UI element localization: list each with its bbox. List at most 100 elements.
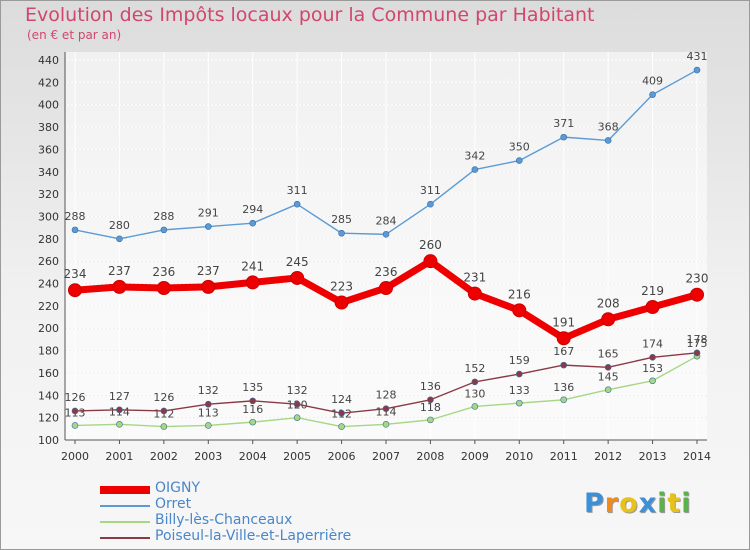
data-point-oigny — [290, 270, 305, 285]
data-point-poiseul-la-ville-et-laperri-re — [515, 370, 523, 378]
legend-label: OIGNY — [155, 480, 201, 496]
legend-label: Orret — [155, 496, 192, 512]
brand-letter: t — [667, 488, 682, 519]
data-point-oigny — [334, 295, 349, 310]
data-point-poiseul-la-ville-et-laperri-re — [427, 396, 434, 404]
chart-subtitle: (en € et par an) — [27, 28, 122, 42]
x-tick-label: 2001 — [105, 450, 133, 463]
data-label-poiseul-la-ville-et-laperri-re: 124 — [331, 393, 352, 406]
data-label-poiseul-la-ville-et-laperri-re: 165 — [598, 347, 619, 360]
x-tick-label: 2010 — [505, 450, 533, 463]
x-tick-label: 2014 — [683, 450, 711, 463]
data-point-poiseul-la-ville-et-laperri-re — [249, 397, 257, 405]
data-label-orret: 280 — [109, 219, 130, 232]
data-point-oigny — [601, 312, 616, 327]
data-label-billy-l-s-chanceaux: 133 — [509, 384, 530, 397]
x-tick-label: 2013 — [639, 450, 667, 463]
data-label-oigny: 219 — [641, 284, 664, 298]
data-point-poiseul-la-ville-et-laperri-re — [649, 353, 656, 361]
data-label-billy-l-s-chanceaux: 153 — [642, 362, 663, 375]
data-point-oigny — [201, 279, 216, 294]
data-label-oigny: 191 — [552, 315, 575, 329]
x-tick-label: 2012 — [594, 450, 622, 463]
y-tick-label: 260 — [38, 255, 59, 268]
y-tick-label: 280 — [38, 233, 59, 246]
data-label-orret: 431 — [687, 50, 708, 63]
data-label-orret: 350 — [509, 141, 530, 154]
data-point-billy-l-s-chanceaux — [382, 421, 390, 428]
data-point-orret — [338, 229, 345, 237]
data-label-billy-l-s-chanceaux: 113 — [198, 406, 219, 419]
data-point-poiseul-la-ville-et-laperri-re — [338, 409, 345, 417]
data-point-oigny — [423, 254, 438, 269]
x-tick-label: 2004 — [239, 450, 267, 463]
data-point-oigny — [512, 303, 527, 318]
data-point-billy-l-s-chanceaux — [204, 422, 212, 429]
data-label-billy-l-s-chanceaux: 118 — [420, 401, 441, 414]
data-point-poiseul-la-ville-et-laperri-re — [116, 406, 123, 414]
x-tick-label: 2005 — [283, 450, 311, 463]
data-label-orret: 288 — [153, 210, 174, 223]
data-label-poiseul-la-ville-et-laperri-re: 135 — [242, 381, 263, 394]
x-tick-label: 2003 — [194, 450, 222, 463]
data-label-oigny: 260 — [419, 238, 442, 252]
x-tick-label: 2006 — [328, 450, 356, 463]
data-point-poiseul-la-ville-et-laperri-re — [204, 400, 212, 408]
brand-letter: P — [584, 488, 605, 519]
data-point-orret — [471, 166, 479, 173]
data-point-poiseul-la-ville-et-laperri-re — [604, 364, 612, 371]
data-point-orret — [160, 226, 168, 234]
y-tick-label: 420 — [38, 76, 59, 89]
data-point-oigny — [245, 275, 260, 290]
legend-label: Poiseul-la-Ville-et-Laperrière — [155, 528, 352, 544]
data-point-oigny — [556, 331, 571, 346]
data-point-billy-l-s-chanceaux — [515, 399, 523, 407]
data-point-billy-l-s-chanceaux — [471, 403, 479, 410]
data-label-poiseul-la-ville-et-laperri-re: 128 — [376, 389, 397, 402]
data-point-orret — [71, 226, 79, 234]
data-point-billy-l-s-chanceaux — [560, 396, 568, 404]
data-label-orret: 371 — [553, 117, 574, 130]
legend-swatch — [100, 486, 150, 494]
y-tick-label: 240 — [38, 278, 59, 291]
data-label-oigny: 216 — [508, 287, 531, 301]
data-label-oigny: 234 — [64, 267, 87, 281]
data-point-poiseul-la-ville-et-laperri-re — [71, 407, 79, 415]
data-point-oigny — [68, 283, 82, 298]
data-label-oigny: 230 — [686, 272, 709, 286]
data-point-billy-l-s-chanceaux — [249, 418, 257, 426]
brand-letter: x — [638, 488, 658, 519]
data-point-orret — [604, 137, 612, 144]
brand-letter: r — [604, 488, 620, 519]
data-label-poiseul-la-ville-et-laperri-re: 167 — [553, 345, 574, 358]
data-point-billy-l-s-chanceaux — [160, 423, 168, 430]
y-tick-label: 360 — [38, 143, 59, 156]
data-label-orret: 285 — [331, 213, 352, 226]
data-point-billy-l-s-chanceaux — [293, 414, 301, 421]
data-label-oigny: 236 — [152, 265, 175, 279]
data-label-oigny: 245 — [286, 255, 309, 269]
data-label-orret: 294 — [242, 203, 263, 216]
data-point-orret — [560, 133, 568, 141]
data-label-poiseul-la-ville-et-laperri-re: 132 — [198, 384, 219, 397]
y-tick-label: 440 — [38, 54, 59, 67]
y-tick-label: 100 — [38, 434, 59, 447]
data-label-billy-l-s-chanceaux: 145 — [598, 371, 619, 384]
y-tick-label: 120 — [38, 412, 59, 425]
legend-swatch — [100, 521, 150, 523]
data-point-poiseul-la-ville-et-laperri-re — [160, 407, 168, 415]
data-point-billy-l-s-chanceaux — [71, 422, 79, 429]
data-point-oigny — [379, 281, 393, 295]
data-label-poiseul-la-ville-et-laperri-re: 136 — [420, 380, 441, 393]
y-tick-label: 340 — [38, 166, 59, 179]
data-point-orret — [116, 235, 123, 243]
data-point-orret — [249, 219, 257, 227]
data-label-billy-l-s-chanceaux: 175 — [687, 337, 708, 350]
brand-letter: i — [657, 488, 668, 519]
data-point-orret — [427, 200, 434, 208]
y-tick-label: 320 — [38, 188, 59, 201]
data-label-orret: 288 — [65, 210, 86, 223]
data-label-oigny: 237 — [197, 264, 220, 278]
data-label-orret: 311 — [420, 184, 441, 197]
